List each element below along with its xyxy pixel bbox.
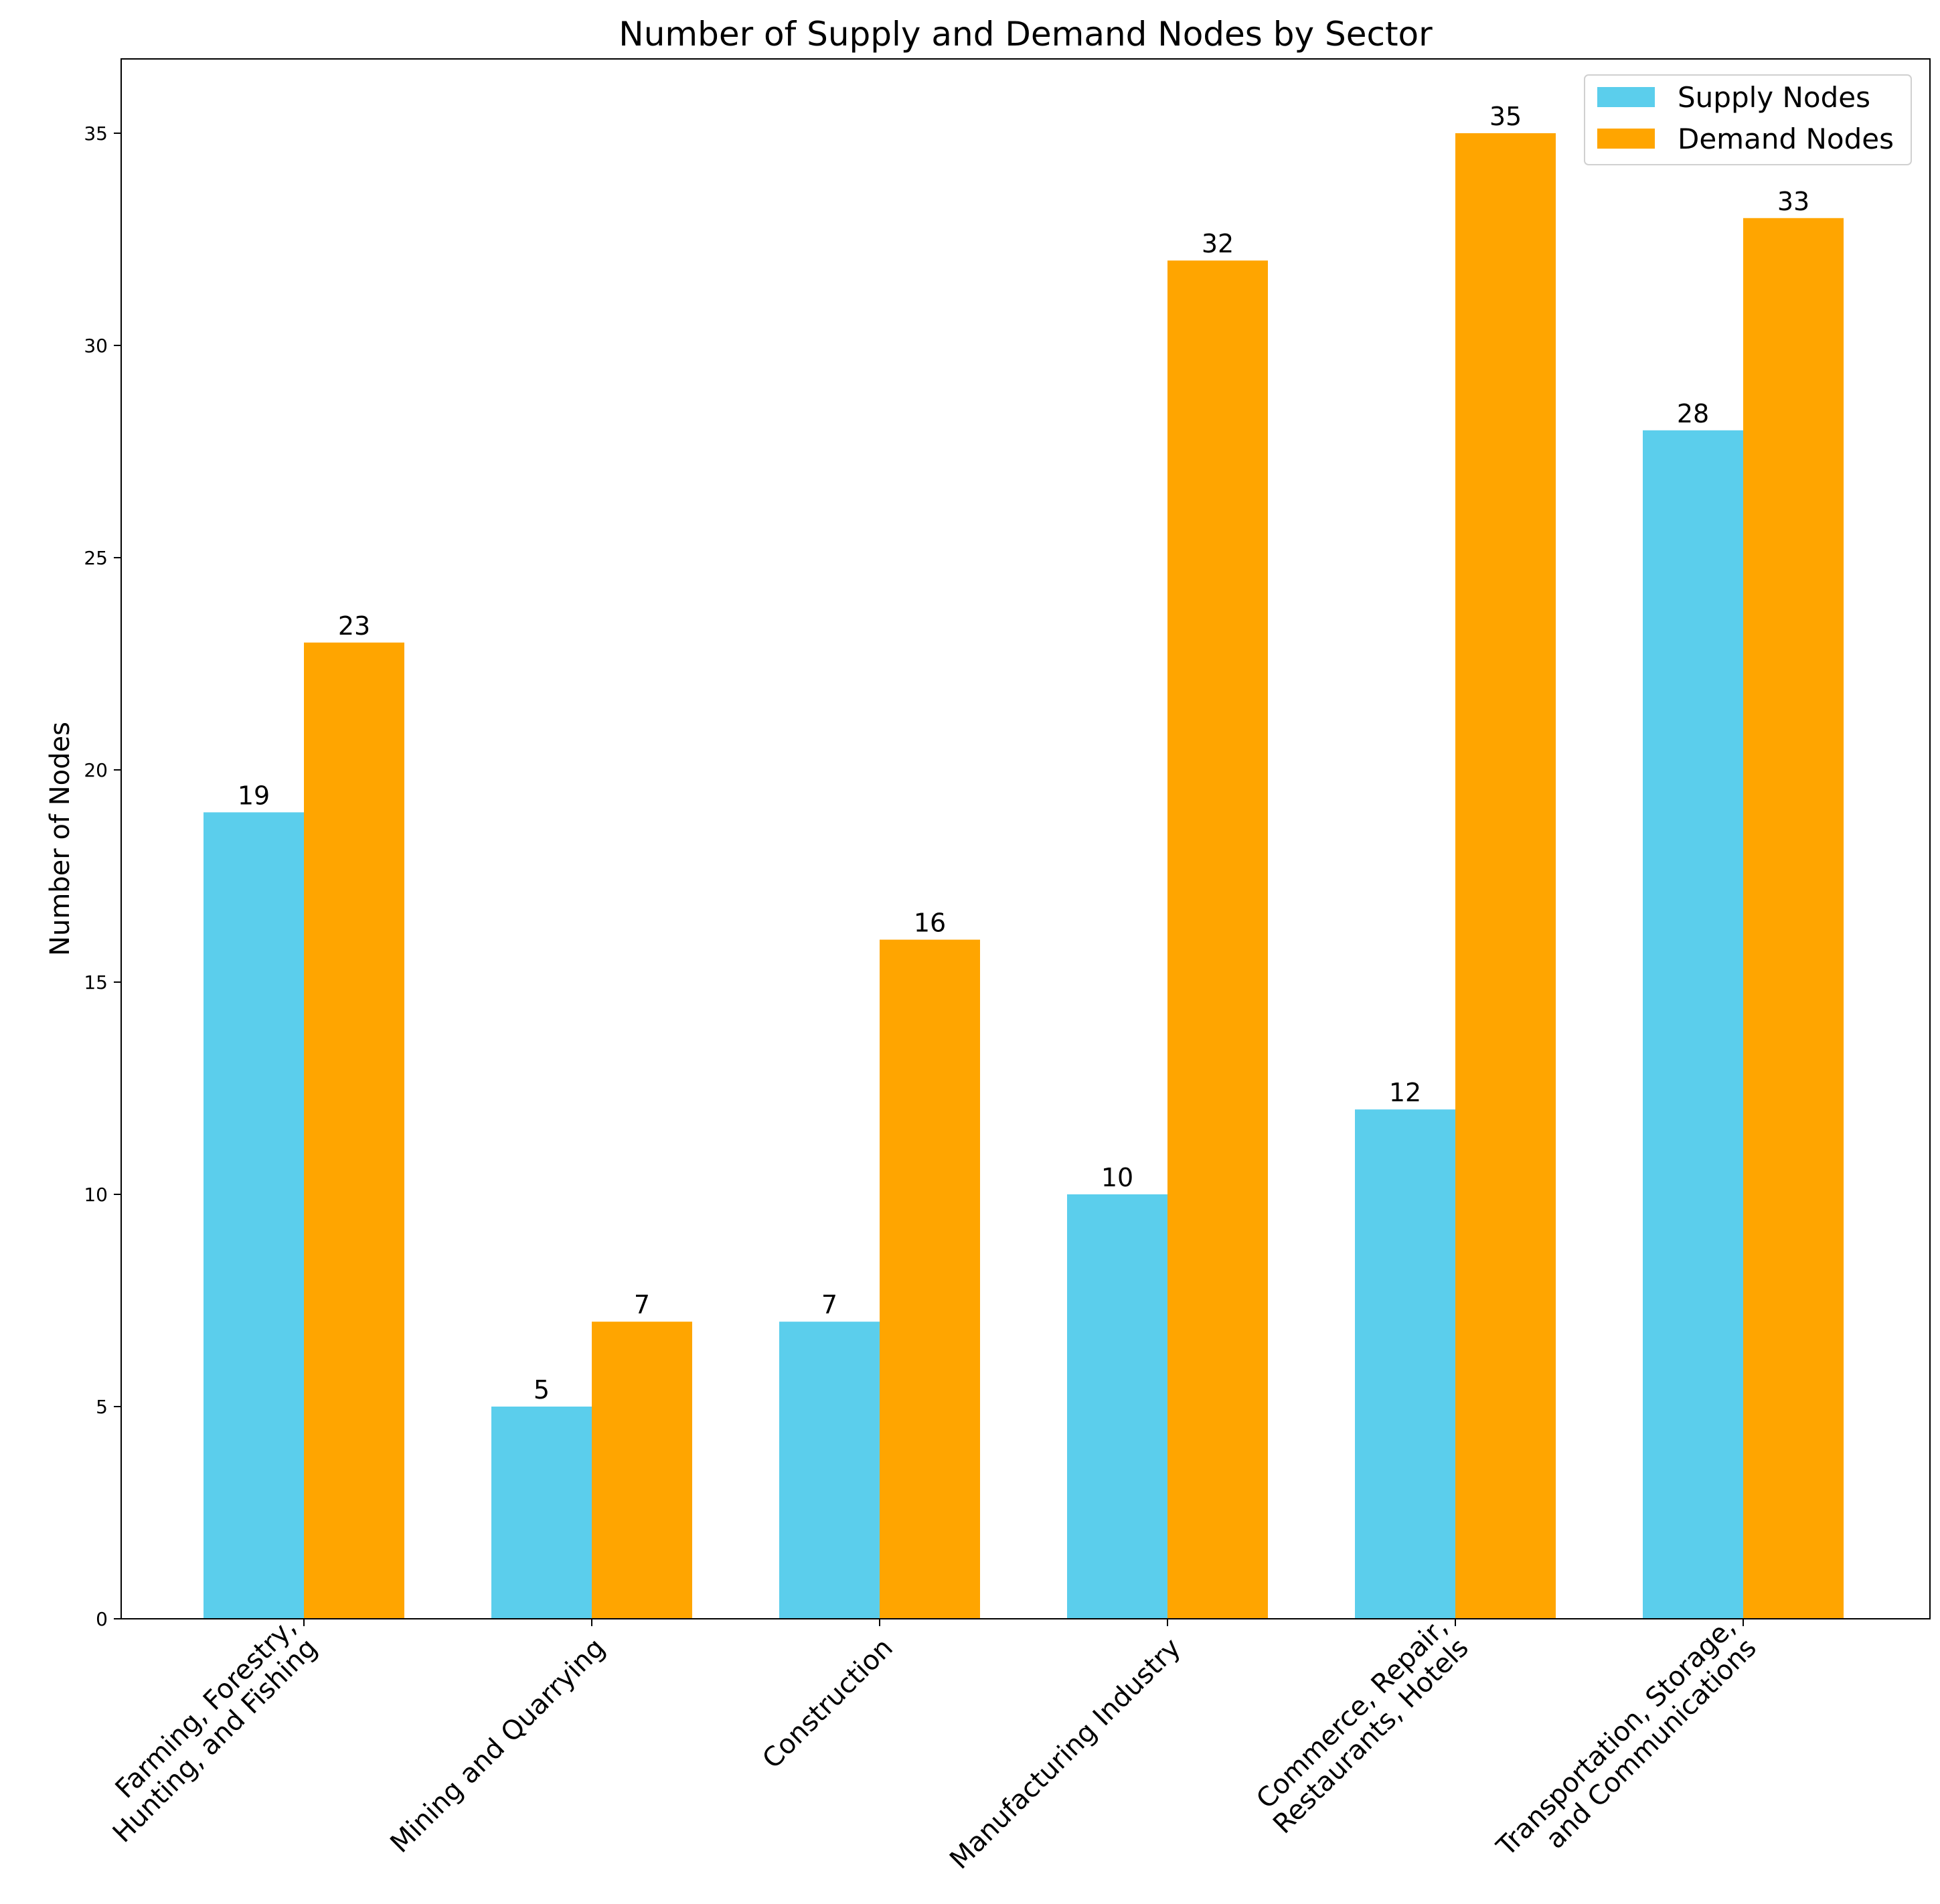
bars-layer [204,133,1844,1619]
data-label-demand-1: 7 [634,1290,650,1320]
bar-demand-1 [592,1322,692,1619]
bar-supply-5 [1643,430,1743,1619]
plot-frame [120,58,1931,1619]
bar-demand-3 [1167,260,1268,1619]
data-label-supply-0: 19 [238,781,270,810]
legend-swatch-demand [1597,129,1655,149]
bar-demand-2 [880,939,980,1619]
data-label-demand-3: 32 [1202,229,1234,258]
legend-label-demand: Demand Nodes [1678,123,1894,155]
data-labels-layer: 19 23 5 7 7 16 10 32 12 35 28 33 [238,102,1809,1405]
y-tick-label-6: 30 [84,335,108,357]
legend: Supply Nodes Demand Nodes [1584,74,1912,165]
data-label-supply-1: 5 [534,1375,550,1405]
y-tick-label-0: 0 [96,1608,108,1630]
y-tick-label-3: 15 [84,971,108,994]
data-label-demand-4: 35 [1489,102,1522,131]
bar-supply-4 [1355,1109,1455,1619]
bar-supply-2 [779,1322,880,1619]
bar-demand-4 [1455,133,1556,1619]
y-tick-label-1: 5 [96,1396,108,1418]
chart-title: Number of Supply and Demand Nodes by Sec… [619,15,1433,54]
bar-supply-0 [204,812,304,1619]
y-tick-label-4: 20 [84,759,108,781]
y-tick-label-2: 10 [84,1184,108,1206]
legend-label-supply: Supply Nodes [1678,81,1870,114]
data-label-demand-2: 16 [914,908,946,938]
data-label-supply-2: 7 [821,1290,837,1320]
legend-swatch-supply [1597,87,1655,107]
data-label-demand-0: 23 [338,611,370,641]
data-label-demand-5: 33 [1777,187,1809,216]
data-label-supply-5: 28 [1677,399,1709,428]
data-label-supply-4: 12 [1389,1078,1421,1107]
y-axis-ticks: 0 5 10 15 20 25 30 35 [84,123,121,1630]
bar-demand-5 [1743,218,1844,1619]
bar-demand-0 [304,642,404,1619]
y-tick-label-5: 25 [84,547,108,569]
bar-supply-3 [1067,1194,1167,1619]
data-label-supply-3: 10 [1101,1163,1133,1192]
legend-box [1584,74,1912,165]
y-axis-label: Number of Nodes [45,722,76,956]
bar-supply-1 [491,1406,592,1619]
y-tick-label-7: 35 [84,123,108,145]
